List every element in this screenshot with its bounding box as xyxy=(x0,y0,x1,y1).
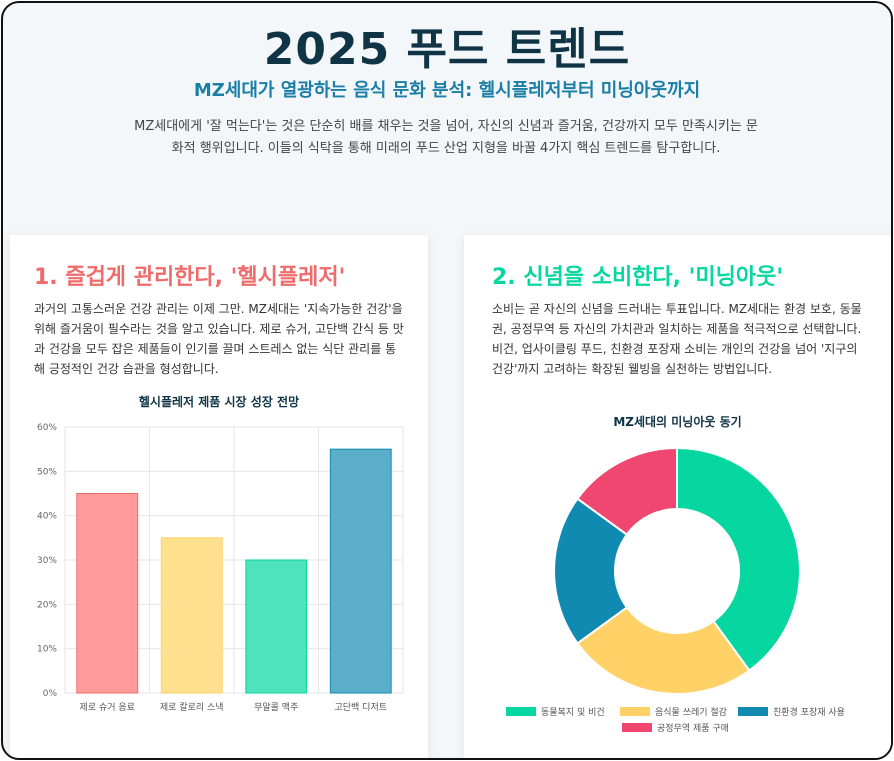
x-tick-label: 제로 칼로리 스낵 xyxy=(160,702,224,713)
x-tick-label: 고단백 디저트 xyxy=(334,702,387,713)
legend-label: 음식물 쓰레기 절감 xyxy=(655,706,727,718)
donut-chart-title: MZ세대의 미닝아웃 동기 xyxy=(613,415,742,429)
bar-chart: 0% 10% 20% 30% 40% 50% 60% 제로 슈거 음료 제로 칼로리 스낵 무알콜… xyxy=(37,423,404,713)
y-tick-label: 0% xyxy=(43,689,58,699)
legend-label: 공정무역 제품 구매 xyxy=(657,723,729,734)
bar xyxy=(160,537,223,694)
y-tick-label: 50% xyxy=(37,467,57,477)
y-tick-label: 40% xyxy=(37,512,57,522)
y-tick-label: 60% xyxy=(37,423,57,433)
card-heading: 2. 신념을 소비한다, '미닝아웃' xyxy=(492,265,784,290)
healthy-pleasure-card: 1. 즐겁게 관리한다, '헬시플레저' 과거의 고통스러운 건강 관리는 이제… xyxy=(10,235,428,758)
card-description: 과거의 고통스러운 건강 관리는 이제 그만. MZ세대는 '지속가능한 건강'… xyxy=(34,302,404,376)
card-description: 소비는 곧 자신의 신념을 드러내는 투표입니다. MZ세대는 환경 보호, 동… xyxy=(492,302,862,376)
legend-swatch xyxy=(620,707,650,716)
y-tick-label: 10% xyxy=(37,645,57,655)
page-title: 2025 푸드 트렌드 xyxy=(263,24,631,75)
card-heading: 1. 즐겁게 관리한다, '헬시플레저' xyxy=(34,265,346,290)
x-tick-label: 제로 슈거 음료 xyxy=(80,702,135,713)
donut-slice xyxy=(553,497,629,645)
donut-slice xyxy=(676,446,801,672)
legend-label: 동물복지 및 비건 xyxy=(541,706,605,718)
donut-slice xyxy=(576,446,678,536)
legend-swatch xyxy=(506,707,536,716)
y-tick-label: 20% xyxy=(37,600,57,610)
legend-label: 친환경 포장재 사용 xyxy=(773,706,845,718)
intro-text: MZ세대에게 '잘 먹는다'는 것은 단순히 배를 채우는 것을 넘어, 자신의… xyxy=(134,119,758,156)
bar-chart-title: 헬시플레저 제품 시장 성장 전망 xyxy=(138,395,300,409)
meaning-out-card: 2. 신념을 소비한다, '미닝아웃' 소비는 곧 자신의 신념을 드러내는 투… xyxy=(464,235,891,758)
legend-swatch xyxy=(738,707,768,716)
x-tick-label: 무알콜 맥주 xyxy=(254,702,298,713)
bar xyxy=(329,448,392,694)
y-tick-label: 30% xyxy=(37,556,57,566)
donut-slice xyxy=(576,606,751,695)
legend-swatch xyxy=(622,723,652,732)
page-subtitle: MZ세대가 열광하는 음식 문화 분석: 헬시플레저부터 미닝아웃까지 xyxy=(193,80,701,101)
bar xyxy=(245,559,308,694)
bar xyxy=(76,493,139,694)
